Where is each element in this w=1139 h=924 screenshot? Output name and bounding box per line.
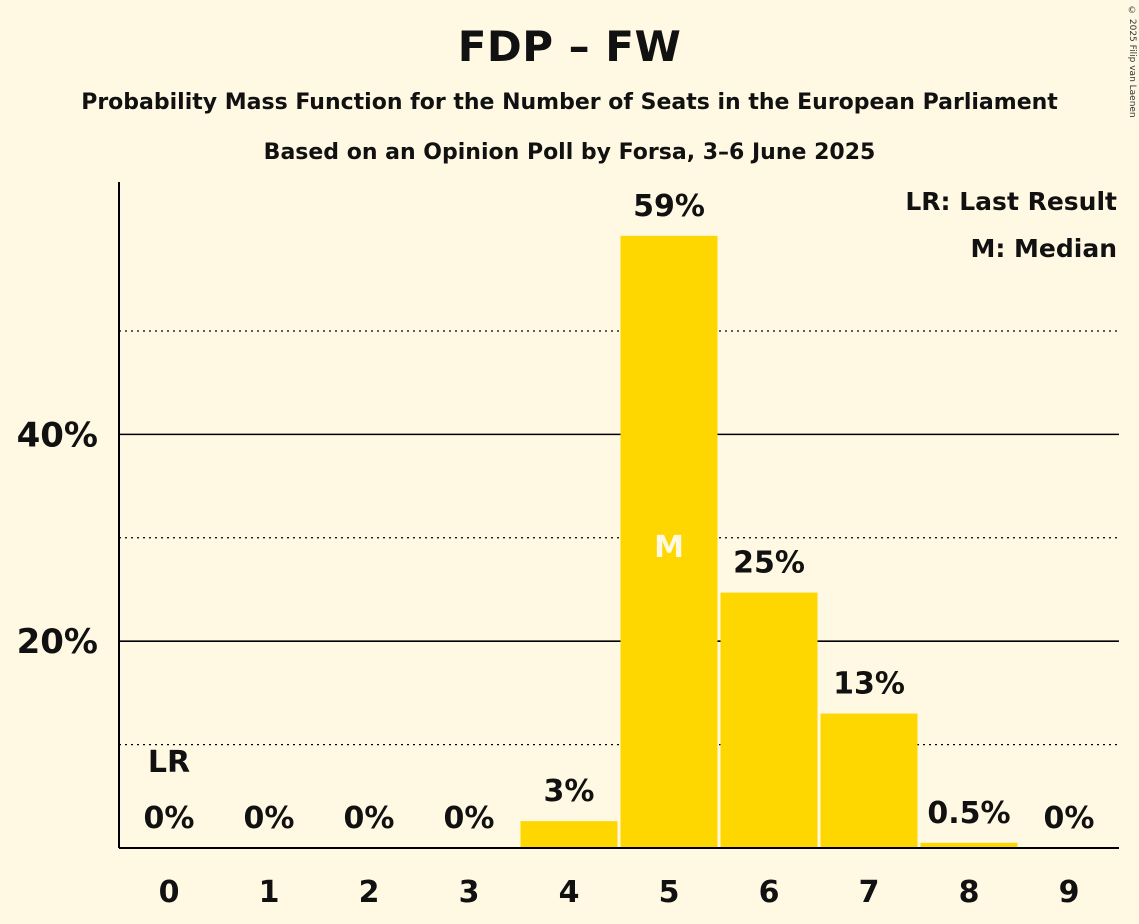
legend-median: M: Median (970, 234, 1117, 263)
x-tick-label: 6 (759, 875, 780, 910)
data-label: 0% (344, 801, 395, 836)
x-tick-label: 4 (559, 875, 580, 910)
x-tick-label: 1 (259, 875, 280, 910)
data-label: 0% (444, 801, 495, 836)
copyright-note: © 2025 Filip van Laenen (1127, 6, 1137, 118)
y-tick-label: 40% (17, 415, 98, 455)
x-tick-label: 7 (859, 875, 880, 910)
data-label: 13% (833, 667, 905, 702)
bar-5 (620, 235, 718, 849)
x-tick-label: 5 (659, 875, 680, 910)
data-label: 0% (244, 801, 295, 836)
data-label: 59% (633, 189, 705, 224)
last-result-marker: LR (148, 745, 190, 780)
median-marker: M (654, 530, 684, 565)
data-label: 0% (1044, 801, 1095, 836)
data-label: 0.5% (927, 796, 1010, 831)
x-tick-label: 9 (1059, 875, 1080, 910)
data-label: 0% (144, 801, 195, 836)
y-tick-label: 20% (17, 622, 98, 662)
bar-8 (920, 842, 1018, 848)
x-tick-label: 8 (959, 875, 980, 910)
x-tick-label: 2 (359, 875, 380, 910)
bar-4 (520, 821, 618, 848)
chart-subtitle-source: Based on an Opinion Poll by Forsa, 3–6 J… (263, 140, 876, 165)
bar-7 (820, 713, 918, 848)
x-tick-label: 3 (459, 875, 480, 910)
bar-6 (720, 592, 818, 848)
data-label: 25% (733, 546, 805, 581)
legend-last-result: LR: Last Result (905, 187, 1117, 216)
data-label: 3% (544, 774, 595, 809)
chart-subtitle: Probability Mass Function for the Number… (81, 90, 1058, 115)
chart-title: FDP – FW (457, 22, 682, 71)
x-tick-label: 0 (159, 875, 180, 910)
